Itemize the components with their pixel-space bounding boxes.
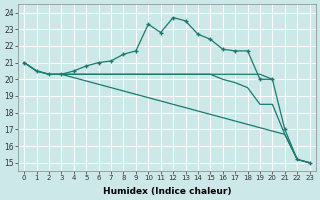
X-axis label: Humidex (Indice chaleur): Humidex (Indice chaleur) [103, 187, 231, 196]
